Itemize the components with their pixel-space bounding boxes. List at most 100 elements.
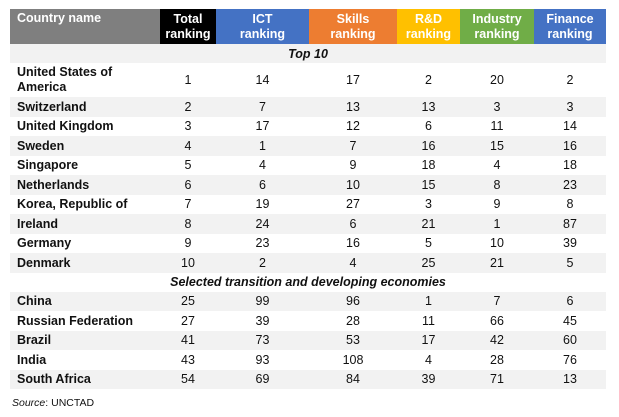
skills-cell: 9 bbox=[349, 158, 357, 173]
country-cell: United Kingdom bbox=[17, 119, 114, 134]
header-finance: Finance ranking bbox=[534, 9, 606, 44]
rd-cell: 21 bbox=[397, 214, 460, 234]
total-cell: 27 bbox=[181, 313, 195, 328]
table-row: India 43 93 108 4 28 76 bbox=[10, 350, 606, 370]
finance-cell: 18 bbox=[563, 158, 577, 173]
industry-cell: 66 bbox=[490, 313, 504, 328]
industry-cell: 71 bbox=[460, 369, 534, 389]
header-industry: Industry ranking bbox=[460, 9, 534, 44]
header-row: Country name Total ranking ICT ranking Ski… bbox=[10, 9, 606, 44]
finance-cell: 45 bbox=[563, 313, 577, 328]
rd-cell: 25 bbox=[397, 253, 460, 273]
finance-cell: 87 bbox=[534, 214, 606, 234]
finance-cell: 23 bbox=[534, 175, 606, 195]
skills-cell: 7 bbox=[309, 136, 397, 156]
table-row: Singapore 5 4 9 18 4 18 bbox=[10, 156, 606, 176]
finance-cell: 3 bbox=[534, 97, 606, 117]
source-label: Source bbox=[12, 397, 46, 409]
rd-cell: 16 bbox=[397, 136, 460, 156]
ict-cell: 99 bbox=[216, 291, 309, 311]
ict-cell: 14 bbox=[255, 73, 270, 87]
rd-cell: 5 bbox=[425, 236, 432, 251]
skills-cell: 108 bbox=[342, 352, 364, 367]
country-cell: Russian Federation bbox=[17, 313, 133, 328]
skills-cell: 6 bbox=[309, 214, 397, 234]
ict-cell: 19 bbox=[255, 197, 270, 212]
rd-cell: 18 bbox=[421, 158, 436, 173]
total-cell: 41 bbox=[160, 330, 216, 350]
skills-cell: 16 bbox=[346, 236, 360, 251]
finance-cell: 13 bbox=[534, 369, 606, 389]
total-cell: 9 bbox=[184, 236, 192, 251]
skills-cell: 10 bbox=[309, 175, 397, 195]
total-cell: 43 bbox=[181, 352, 195, 367]
total-cell: 4 bbox=[160, 136, 216, 156]
industry-cell: 1 bbox=[460, 214, 534, 234]
country-cell: Singapore bbox=[17, 158, 79, 173]
finance-cell: 39 bbox=[563, 236, 577, 251]
finance-cell: 6 bbox=[534, 291, 606, 311]
country-cell: Ireland bbox=[10, 214, 160, 234]
ranking-table: Country name Total ranking ICT ranking Ski… bbox=[10, 9, 606, 389]
ict-cell: 2 bbox=[216, 253, 309, 273]
section-title-top10: Top 10 bbox=[10, 44, 606, 63]
industry-cell: 4 bbox=[493, 158, 501, 173]
table-row: Netherlands 6 6 10 15 8 23 bbox=[10, 175, 606, 195]
skills-cell: 17 bbox=[346, 73, 360, 87]
industry-cell: 8 bbox=[460, 175, 534, 195]
industry-cell: 11 bbox=[490, 119, 504, 134]
header-rd-line2: ranking bbox=[405, 26, 452, 41]
country-cell: Netherlands bbox=[10, 175, 160, 195]
table-row: China 25 99 96 1 7 6 bbox=[10, 291, 606, 311]
ict-cell: 7 bbox=[216, 97, 309, 117]
finance-cell: 16 bbox=[534, 136, 606, 156]
table-row: United Kingdom 3 17 12 6 11 14 bbox=[10, 117, 606, 137]
industry-cell: 15 bbox=[460, 136, 534, 156]
rd-cell: 15 bbox=[397, 175, 460, 195]
finance-cell: 76 bbox=[563, 352, 577, 367]
country-cell: Brazil bbox=[10, 330, 160, 350]
skills-cell: 4 bbox=[309, 253, 397, 273]
industry-cell: 28 bbox=[490, 352, 504, 367]
section-row-top10: Top 10 bbox=[10, 44, 606, 63]
total-cell: 10 bbox=[160, 253, 216, 273]
total-cell: 2 bbox=[160, 97, 216, 117]
rd-cell: 11 bbox=[422, 313, 435, 328]
finance-cell: 60 bbox=[534, 330, 606, 350]
skills-cell: 27 bbox=[346, 197, 360, 212]
ict-cell: 4 bbox=[259, 158, 266, 173]
skills-cell: 28 bbox=[346, 313, 360, 328]
table-row: Korea, Republic of 7 19 27 3 9 8 bbox=[10, 195, 606, 215]
ict-cell: 69 bbox=[216, 369, 309, 389]
section-row-selected: Selected transition and developing econo… bbox=[10, 273, 606, 292]
source-note: Source: UNCTAD bbox=[12, 397, 94, 409]
finance-cell: 14 bbox=[563, 119, 577, 134]
skills-cell: 13 bbox=[309, 97, 397, 117]
header-skills-line2: ranking bbox=[330, 26, 376, 41]
section-title-selected: Selected transition and developing econo… bbox=[170, 275, 446, 289]
ict-cell: 24 bbox=[216, 214, 309, 234]
skills-cell: 96 bbox=[309, 291, 397, 311]
total-cell: 7 bbox=[184, 197, 192, 212]
skills-cell: 12 bbox=[346, 119, 360, 134]
ict-cell: 39 bbox=[255, 313, 270, 328]
ict-cell: 6 bbox=[216, 175, 309, 195]
header-rd: R&D ranking bbox=[397, 9, 460, 44]
finance-cell: 5 bbox=[534, 253, 606, 273]
header-skills: Skills ranking bbox=[309, 9, 397, 44]
industry-cell: 10 bbox=[490, 236, 504, 251]
header-ict: ICT ranking bbox=[216, 9, 309, 44]
header-finance-line1: Finance bbox=[546, 11, 594, 26]
header-ict-line2: ranking bbox=[239, 26, 286, 41]
header-total: Total ranking bbox=[160, 9, 216, 44]
country-cell: China bbox=[10, 291, 160, 311]
skills-cell: 84 bbox=[309, 369, 397, 389]
rd-cell: 13 bbox=[397, 97, 460, 117]
rd-cell: 6 bbox=[425, 119, 432, 134]
table-row: Switzerland 2 7 13 13 3 3 bbox=[10, 97, 606, 117]
header-rd-line1: R&D bbox=[414, 11, 443, 26]
total-cell: 54 bbox=[160, 369, 216, 389]
header-skills-line1: Skills bbox=[336, 11, 370, 26]
country-cell: Switzerland bbox=[10, 97, 160, 117]
total-cell: 6 bbox=[160, 175, 216, 195]
